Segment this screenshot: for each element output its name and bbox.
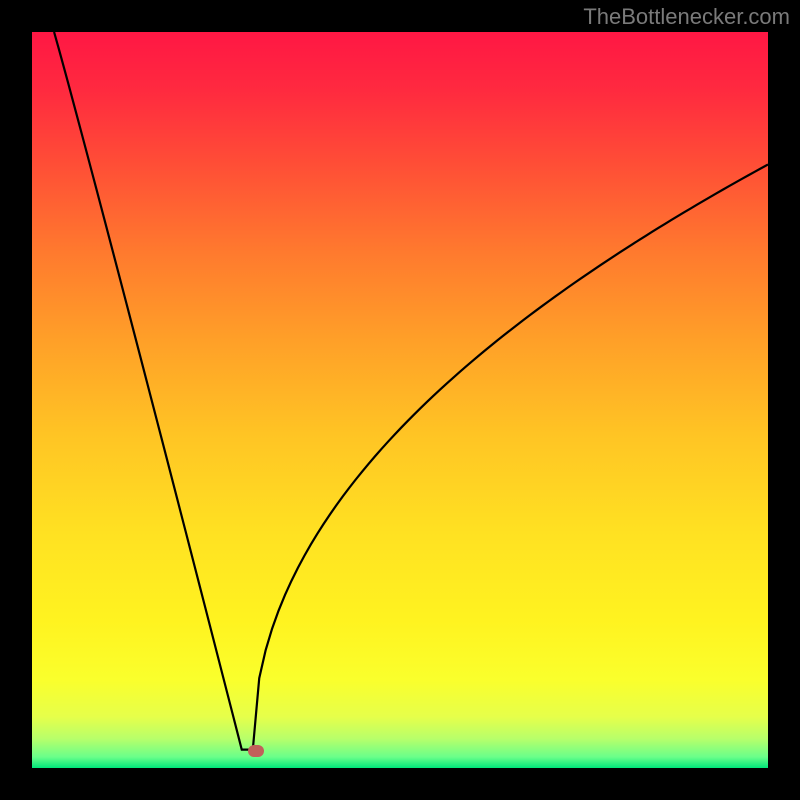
bottleneck-curve (54, 32, 768, 750)
curve-svg (32, 32, 768, 768)
chart-container: TheBottlenecker.com (0, 0, 800, 800)
plot-area (32, 32, 768, 768)
watermark-text: TheBottlenecker.com (583, 4, 790, 30)
optimal-point-marker (248, 745, 264, 757)
